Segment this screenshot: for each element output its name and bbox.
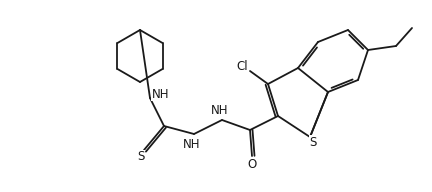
- Text: NH: NH: [211, 103, 229, 117]
- Text: Cl: Cl: [236, 60, 248, 73]
- Text: S: S: [137, 151, 145, 164]
- Text: O: O: [248, 157, 257, 170]
- Text: S: S: [309, 136, 317, 148]
- Text: NH: NH: [152, 88, 169, 100]
- Text: NH: NH: [183, 137, 201, 151]
